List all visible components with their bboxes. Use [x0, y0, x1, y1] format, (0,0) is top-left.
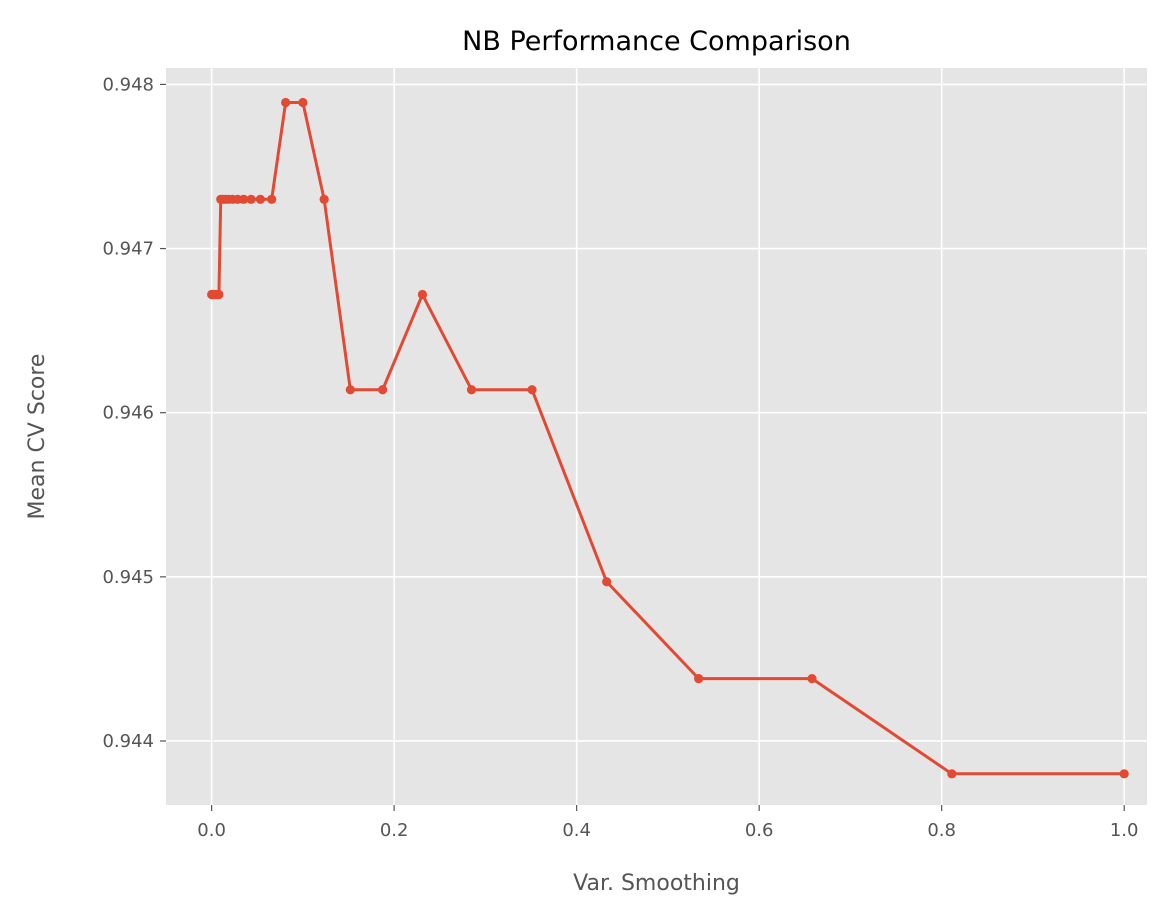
data-point	[807, 674, 817, 684]
y-tick-label: 0.944	[102, 731, 154, 752]
y-tick-label: 0.945	[102, 567, 154, 588]
data-point	[246, 194, 256, 204]
x-tick-label: 0.4	[562, 820, 591, 841]
x-tick-label: 1.0	[1110, 820, 1139, 841]
x-tick-label: 0.2	[380, 820, 409, 841]
data-point	[602, 577, 612, 587]
data-point	[255, 194, 265, 204]
data-point	[527, 385, 537, 395]
y-tick-label: 0.947	[102, 239, 154, 260]
series-layer	[207, 97, 1129, 779]
plot-area	[166, 68, 1147, 805]
x-tick-label: 0.8	[927, 820, 956, 841]
data-point	[694, 674, 704, 684]
y-axis-label: Mean CV Score	[25, 354, 50, 520]
data-point	[319, 194, 329, 204]
data-point	[267, 194, 277, 204]
data-point	[947, 769, 957, 779]
gridlines	[166, 68, 1147, 805]
data-point	[239, 194, 249, 204]
x-tick-label: 0.6	[745, 820, 774, 841]
y-tick-label: 0.946	[102, 403, 154, 424]
chart-title: NB Performance Comparison	[462, 26, 851, 57]
data-point	[298, 97, 308, 108]
data-point	[281, 97, 291, 108]
data-point	[466, 385, 477, 395]
data-point	[378, 385, 388, 395]
data-point	[1119, 769, 1129, 779]
y-tick-label: 0.948	[102, 74, 154, 95]
x-tick-label: 0.0	[197, 820, 226, 841]
axis-ticks: 0.0 0.2 0.4 0.6 0.8 1.0 0.944 0.945 0.946 0.947 0.…	[102, 74, 1138, 841]
data-point	[417, 289, 428, 300]
data-point	[214, 289, 224, 300]
x-axis-label: Var. Smoothing	[573, 871, 740, 896]
data-point	[345, 385, 355, 395]
